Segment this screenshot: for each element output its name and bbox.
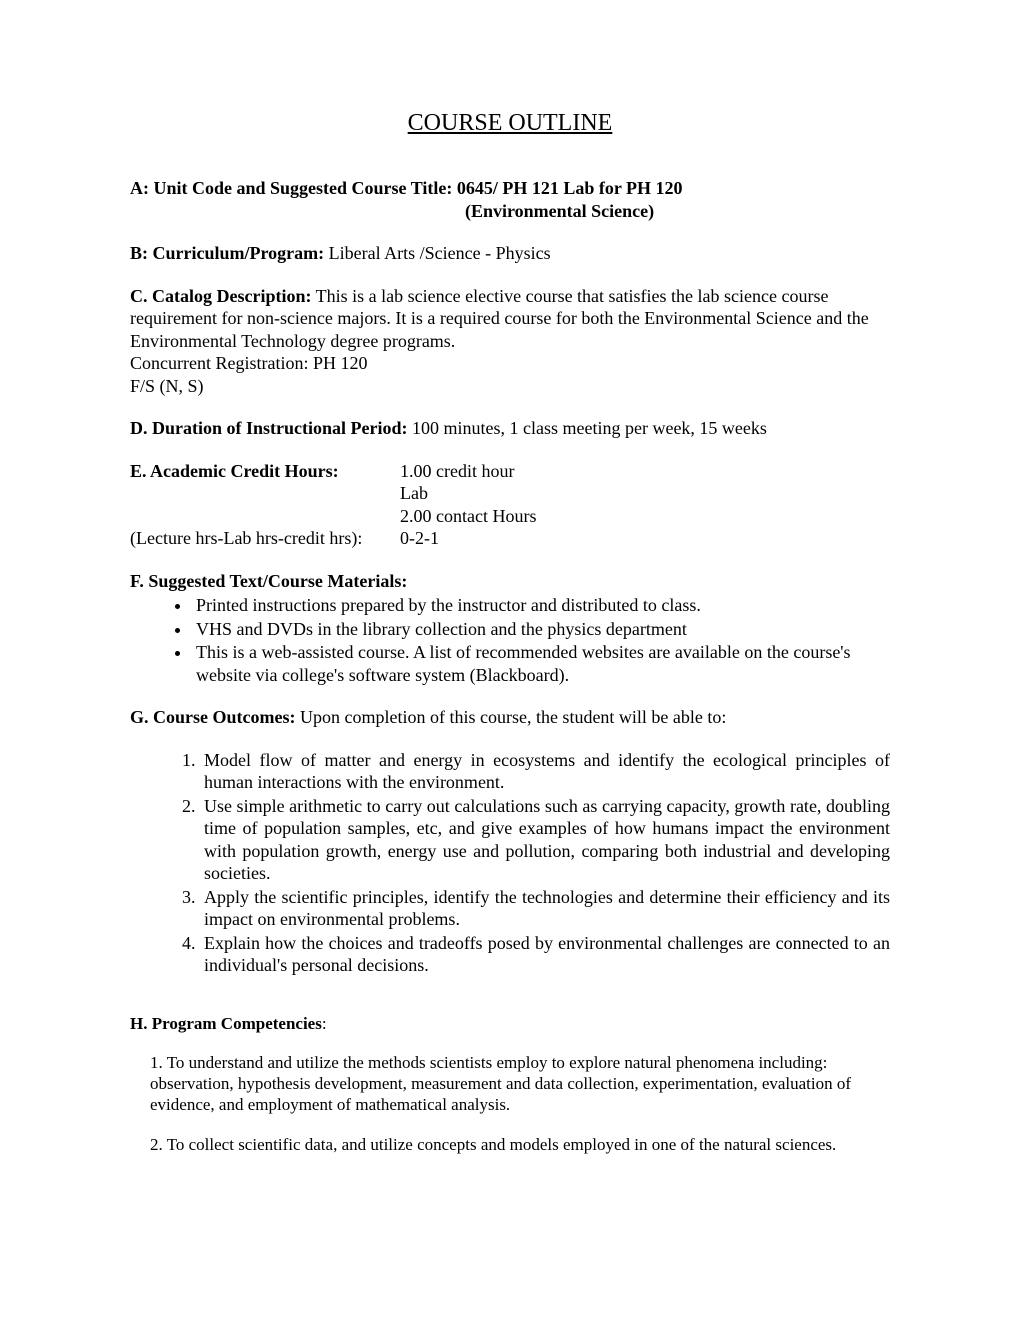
list-item: This is a web-assisted course. A list of… bbox=[192, 641, 890, 686]
section-a-label: A: Unit Code and Suggested Course Title: bbox=[130, 178, 452, 198]
section-g-label: G. Course Outcomes: bbox=[130, 707, 295, 727]
competency-item: 1. To understand and utilize the methods… bbox=[150, 1052, 890, 1116]
section-g: G. Course Outcomes: Upon completion of t… bbox=[130, 706, 890, 977]
list-item: Apply the scientific principles, identif… bbox=[200, 886, 890, 931]
section-c-label: C. Catalog Description: bbox=[130, 286, 311, 306]
section-b: B: Curriculum/Program: Liberal Arts /Sci… bbox=[130, 242, 890, 265]
section-e-v2: Lab bbox=[400, 482, 428, 505]
list-item: Printed instructions prepared by the ins… bbox=[192, 594, 890, 617]
section-d: D. Duration of Instructional Period: 100… bbox=[130, 417, 890, 440]
list-item: Use simple arithmetic to carry out calcu… bbox=[200, 795, 890, 885]
section-f-label: F. Suggested Text/Course Materials: bbox=[130, 571, 407, 591]
section-h-label: H. Program Competencies bbox=[130, 1014, 322, 1033]
section-b-value: Liberal Arts /Science - Physics bbox=[329, 243, 551, 263]
section-a: A: Unit Code and Suggested Course Title:… bbox=[130, 177, 890, 222]
list-item: Explain how the choices and tradeoffs po… bbox=[200, 932, 890, 977]
section-g-intro: Upon completion of this course, the stud… bbox=[300, 707, 726, 727]
section-h-colon: : bbox=[322, 1014, 327, 1033]
section-e-v1: 1.00 credit hour bbox=[400, 460, 514, 483]
section-g-list: Model flow of matter and energy in ecosy… bbox=[130, 749, 890, 977]
section-e-v3: 2.00 contact Hours bbox=[400, 505, 536, 528]
section-d-label: D. Duration of Instructional Period: bbox=[130, 418, 408, 438]
page-title: COURSE OUTLINE bbox=[130, 110, 890, 137]
section-f: F. Suggested Text/Course Materials: Prin… bbox=[130, 570, 890, 687]
section-e-lecture-label: (Lecture hrs-Lab hrs-credit hrs): bbox=[130, 527, 400, 550]
section-f-list: Printed instructions prepared by the ins… bbox=[130, 594, 890, 686]
section-b-label: B: Curriculum/Program: bbox=[130, 243, 324, 263]
section-a-subtitle: (Environmental Science) bbox=[130, 200, 890, 223]
list-item: Model flow of matter and energy in ecosy… bbox=[200, 749, 890, 794]
list-item: VHS and DVDs in the library collection a… bbox=[192, 618, 890, 641]
section-c: C. Catalog Description: This is a lab sc… bbox=[130, 285, 890, 398]
section-e-lecture-val: 0-2-1 bbox=[400, 527, 439, 550]
section-e: E. Academic Credit Hours: 1.00 credit ho… bbox=[130, 460, 890, 550]
competency-item: 2. To collect scientific data, and utili… bbox=[150, 1134, 890, 1155]
section-c-line2: Concurrent Registration: PH 120 bbox=[130, 353, 367, 373]
section-e-label: E. Academic Credit Hours: bbox=[130, 460, 400, 483]
document-page: COURSE OUTLINE A: Unit Code and Suggeste… bbox=[0, 0, 1020, 1320]
section-a-value: 0645/ PH 121 Lab for PH 120 bbox=[457, 178, 683, 198]
section-h: H. Program Competencies: 1. To understan… bbox=[130, 1013, 890, 1155]
section-d-value: 100 minutes, 1 class meeting per week, 1… bbox=[412, 418, 767, 438]
section-c-line3: F/S (N, S) bbox=[130, 376, 204, 396]
